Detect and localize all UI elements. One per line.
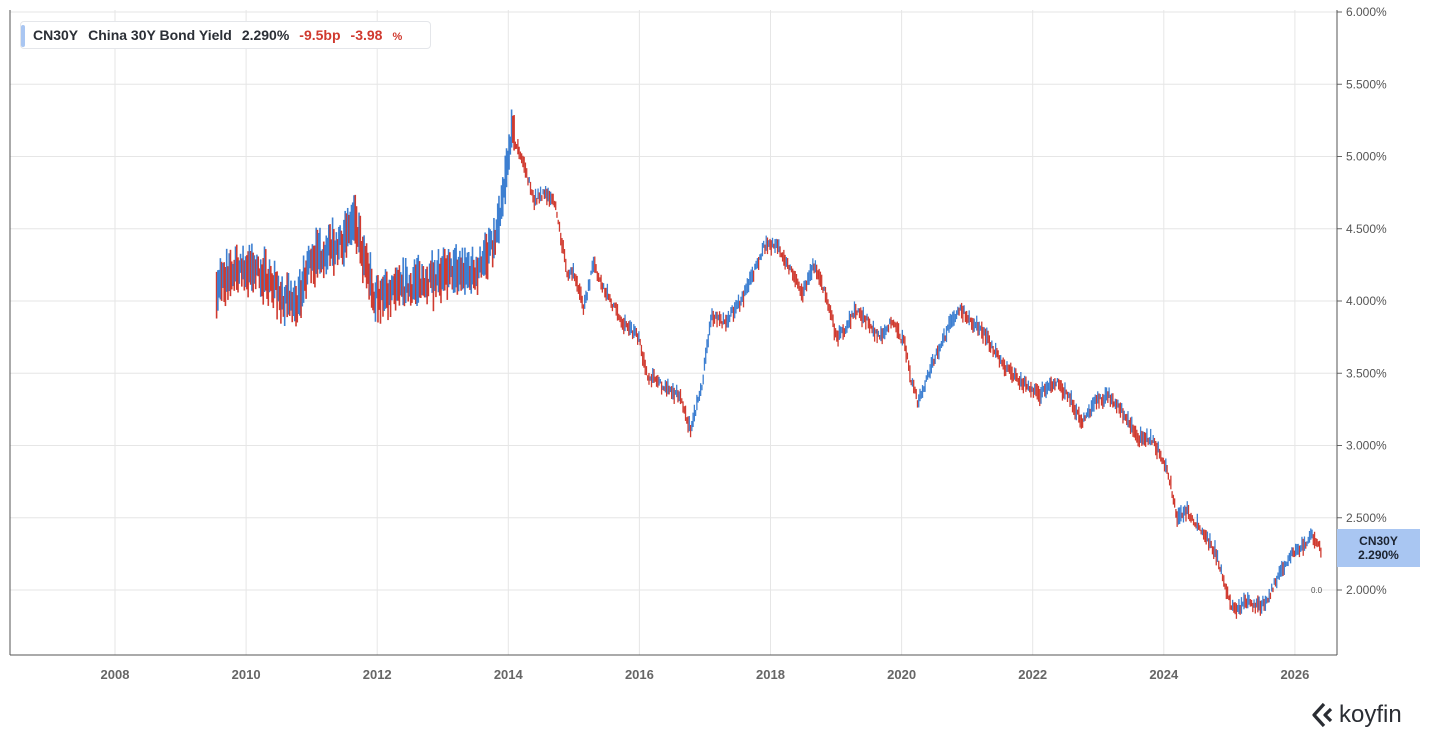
y-tick-label: 2.000% [1346,583,1387,597]
koyfin-mark-icon [1312,702,1333,728]
badge-value: 2.290% [1358,548,1399,562]
y-tick-label: 5.000% [1346,150,1387,164]
ohlc-bars [215,109,1322,619]
zero-reference-tag: 0.0 [1311,586,1323,595]
y-tick-label: 4.500% [1346,222,1387,236]
x-tick-label: 2014 [494,667,524,682]
y-tick-label: 3.500% [1346,366,1387,380]
last-value-badge: CN30Y 2.290% [1337,529,1420,567]
grid-layer [10,10,1337,655]
y-tick-label: 2.500% [1346,511,1387,525]
legend-change-pct: -3.98% [351,27,413,43]
y-tick-label: 4.000% [1346,294,1387,308]
x-tick-label: 2024 [1149,667,1179,682]
brand-name: koyfin [1339,701,1402,728]
x-tick-label: 2020 [887,667,916,682]
y-tick-label: 6.000% [1346,5,1387,19]
x-tick-label: 2026 [1280,667,1309,682]
legend-name: China 30Y Bond Yield [88,27,232,43]
legend-value: 2.290% [241,27,290,43]
legend-change-pct-unit: % [392,31,403,43]
legend-change-pct-number: -3.98 [350,27,383,43]
x-tick-label: 2010 [232,667,261,682]
x-tick-label: 2016 [625,667,654,682]
legend-change-bp: -9.5bp [299,27,341,43]
series-color-swatch [21,25,25,47]
x-tick-label: 2022 [1018,667,1047,682]
koyfin-logo: koyfin [1311,700,1402,730]
y-tick-label: 5.500% [1346,77,1387,91]
x-tick-label: 2008 [101,667,130,682]
y-tick-label: 3.000% [1346,439,1387,453]
legend-ticker: CN30Y [33,27,79,43]
series-legend[interactable]: CN30Y China 30Y Bond Yield 2.290% -9.5bp… [20,21,432,49]
x-tick-label: 2012 [363,667,392,682]
badge-ticker: CN30Y [1359,534,1398,548]
x-tick-label: 2018 [756,667,785,682]
axes: 2.000% 2.500% 3.000% 3.500% 4.000% 4.500% 5.00… [9,5,1387,682]
